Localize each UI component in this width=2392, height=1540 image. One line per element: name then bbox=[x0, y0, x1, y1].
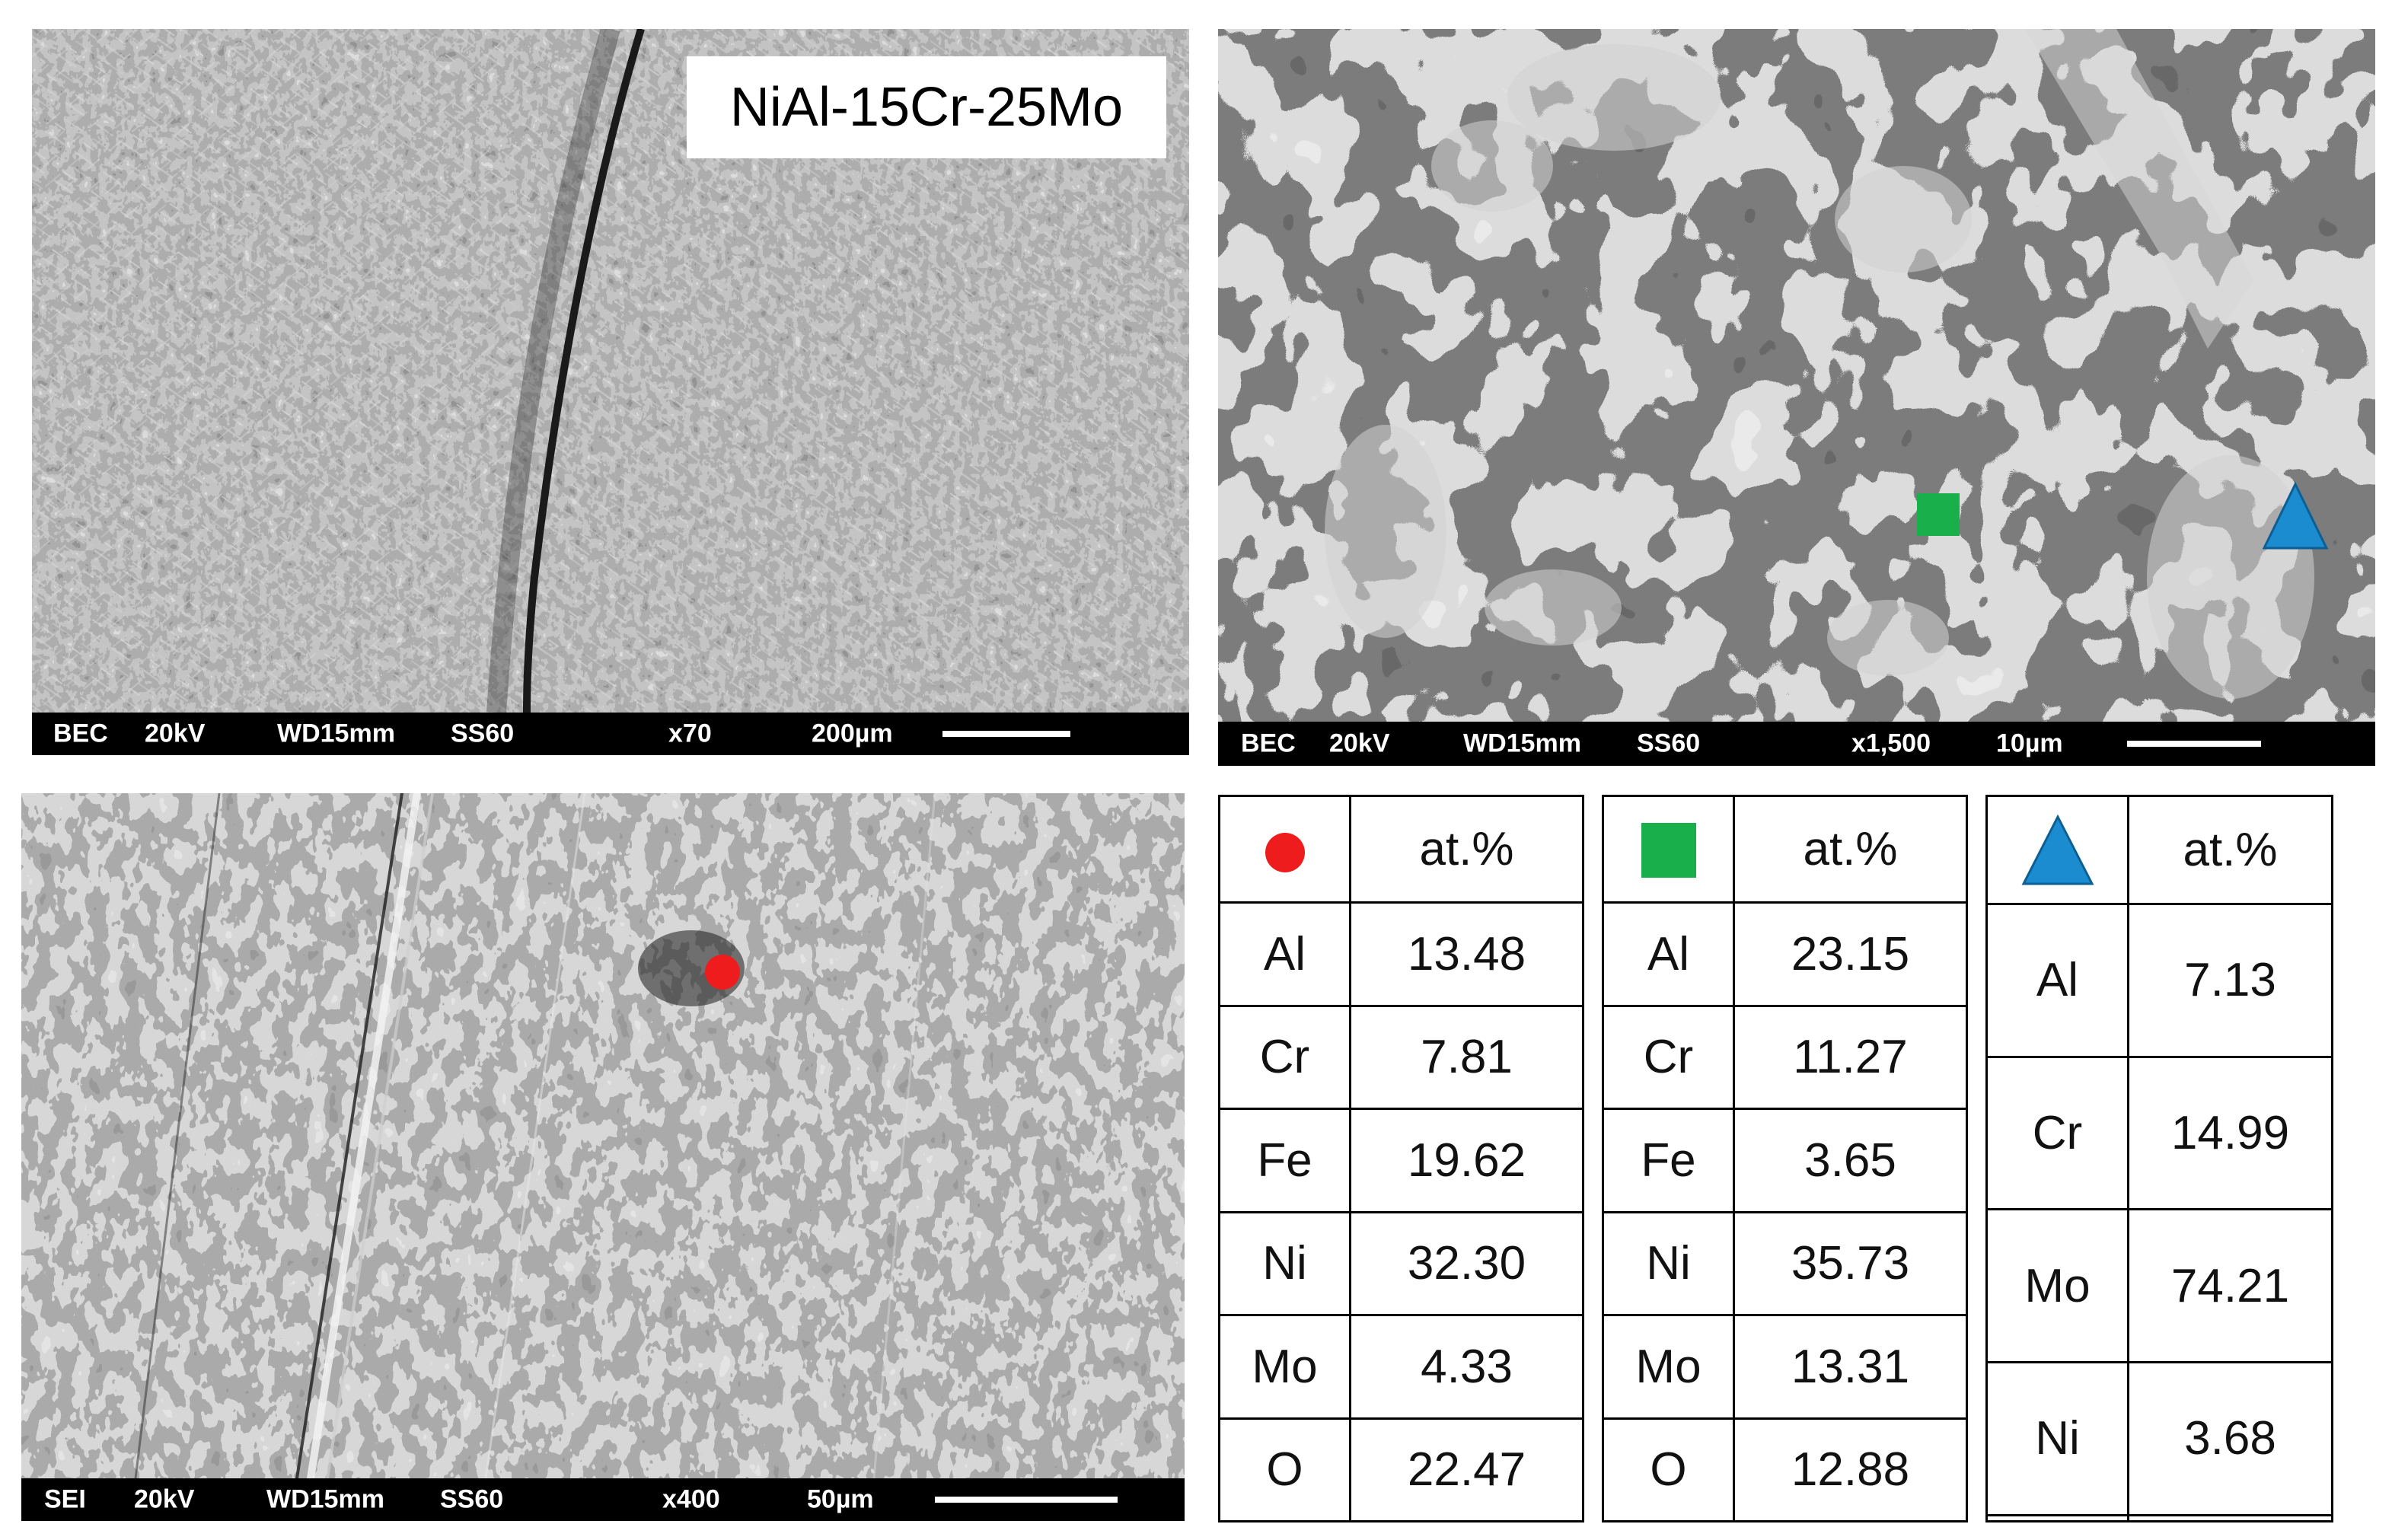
atomic-percent: 19.62 bbox=[1349, 1108, 1584, 1213]
atomic-percent: 7.13 bbox=[2127, 903, 2333, 1058]
element-symbol: Mo bbox=[1218, 1314, 1351, 1420]
square-icon bbox=[1641, 823, 1696, 878]
element-symbol: Ni bbox=[1218, 1210, 1351, 1316]
element-symbol: O bbox=[1602, 1417, 1735, 1522]
element-symbol: Mo bbox=[1985, 1208, 2129, 1364]
sem-spot-size: SS60 bbox=[451, 719, 515, 748]
element-symbol: Cr bbox=[1218, 1004, 1351, 1110]
atomic-percent: 3.65 bbox=[1733, 1108, 1968, 1213]
atomic-percent: 4.33 bbox=[1349, 1314, 1584, 1420]
sem-mode: SEI bbox=[44, 1484, 86, 1514]
empty-cell bbox=[2127, 1513, 2333, 1523]
atomic-percent: 11.27 bbox=[1733, 1004, 1968, 1110]
circle-icon bbox=[1265, 832, 1305, 872]
atomic-percent: 13.31 bbox=[1733, 1314, 1968, 1420]
table-marker-cell bbox=[1602, 795, 1735, 904]
element-symbol: Fe bbox=[1218, 1108, 1351, 1213]
sem-voltage: 20kV bbox=[134, 1484, 195, 1514]
element-symbol: Al bbox=[1218, 901, 1351, 1007]
sem-working-distance: WD15mm bbox=[266, 1484, 384, 1514]
table-marker-cell bbox=[1218, 795, 1351, 904]
sem-working-distance: WD15mm bbox=[1463, 729, 1581, 758]
sem-working-distance: WD15mm bbox=[277, 719, 395, 748]
atomic-percent: 32.30 bbox=[1349, 1210, 1584, 1316]
empty-cell bbox=[1985, 1513, 2129, 1523]
eds-table-triangle: at.% Al 7.13 Cr 14.99 Mo 74.21 Ni 3.68 bbox=[1985, 795, 2333, 1523]
atomic-percent: 14.99 bbox=[2127, 1055, 2333, 1211]
sem-scale-label: 50µm bbox=[807, 1484, 874, 1514]
element-symbol: O bbox=[1218, 1417, 1351, 1522]
element-symbol: Fe bbox=[1602, 1108, 1735, 1213]
atomic-percent: 22.47 bbox=[1349, 1417, 1584, 1522]
alloy-label: NiAl-15Cr-25Mo bbox=[687, 56, 1166, 158]
sem-magnification: x1,500 bbox=[1851, 729, 1931, 758]
triangle-icon bbox=[2021, 814, 2094, 885]
scale-bar bbox=[2127, 741, 2261, 747]
sem-mode: BEC bbox=[1241, 729, 1296, 758]
sem-info-bar: BEC 20kV WD15mm SS60 x1,500 10µm bbox=[1218, 722, 2375, 766]
red-circle-marker bbox=[705, 955, 740, 990]
sem-info-bar: BEC 20kV WD15mm SS60 x70 200µm bbox=[32, 713, 1189, 755]
eds-table-circle: at.% Al 13.48 Cr 7.81 Fe 19.62 Ni 32.30 Mo 4.… bbox=[1218, 795, 1584, 1522]
table-header: at.% bbox=[1349, 795, 1584, 904]
atomic-percent: 74.21 bbox=[2127, 1208, 2333, 1364]
table-header: at.% bbox=[2127, 795, 2333, 905]
sem-info-bar: SEI 20kV WD15mm SS60 x400 50µm bbox=[21, 1478, 1185, 1521]
micrograph-image-mid-mag bbox=[21, 793, 1185, 1478]
blue-triangle-marker bbox=[2262, 481, 2329, 550]
sem-spot-size: SS60 bbox=[440, 1484, 504, 1514]
element-symbol: Al bbox=[1985, 903, 2129, 1058]
eds-table-square: at.% Al 23.15 Cr 11.27 Fe 3.65 Ni 35.73 Mo 13… bbox=[1602, 795, 1968, 1522]
atomic-percent: 23.15 bbox=[1733, 901, 1968, 1007]
sem-magnification: x400 bbox=[662, 1484, 720, 1514]
sem-voltage: 20kV bbox=[145, 719, 206, 748]
table-marker-cell bbox=[1985, 795, 2129, 905]
micrograph-panel-top-right: BEC 20kV WD15mm SS60 x1,500 10µm bbox=[1218, 29, 2375, 766]
element-symbol: Cr bbox=[1602, 1004, 1735, 1110]
table-header: at.% bbox=[1733, 795, 1968, 904]
micrograph-image-high-mag bbox=[1218, 29, 2375, 722]
element-symbol: Mo bbox=[1602, 1314, 1735, 1420]
scale-bar bbox=[935, 1497, 1118, 1503]
atomic-percent: 12.88 bbox=[1733, 1417, 1968, 1522]
atomic-percent: 7.81 bbox=[1349, 1004, 1584, 1110]
sem-voltage: 20kV bbox=[1329, 729, 1390, 758]
scale-bar bbox=[942, 731, 1070, 737]
element-symbol: Cr bbox=[1985, 1055, 2129, 1211]
atomic-percent: 35.73 bbox=[1733, 1210, 1968, 1316]
atomic-percent: 3.68 bbox=[2127, 1361, 2333, 1516]
micrograph-panel-top-left: NiAl-15Cr-25Mo BEC 20kV WD15mm SS60 x70 … bbox=[32, 29, 1189, 755]
sem-spot-size: SS60 bbox=[1637, 729, 1701, 758]
micrograph-panel-bottom-left: SEI 20kV WD15mm SS60 x400 50µm bbox=[21, 793, 1185, 1521]
green-square-marker bbox=[1917, 493, 1960, 536]
sem-mode: BEC bbox=[53, 719, 108, 748]
element-symbol: Al bbox=[1602, 901, 1735, 1007]
element-symbol: Ni bbox=[1602, 1210, 1735, 1316]
sem-scale-label: 200µm bbox=[812, 719, 893, 748]
element-symbol: Ni bbox=[1985, 1361, 2129, 1516]
atomic-percent: 13.48 bbox=[1349, 901, 1584, 1007]
sem-magnification: x70 bbox=[668, 719, 712, 748]
sem-scale-label: 10µm bbox=[1996, 729, 2063, 758]
